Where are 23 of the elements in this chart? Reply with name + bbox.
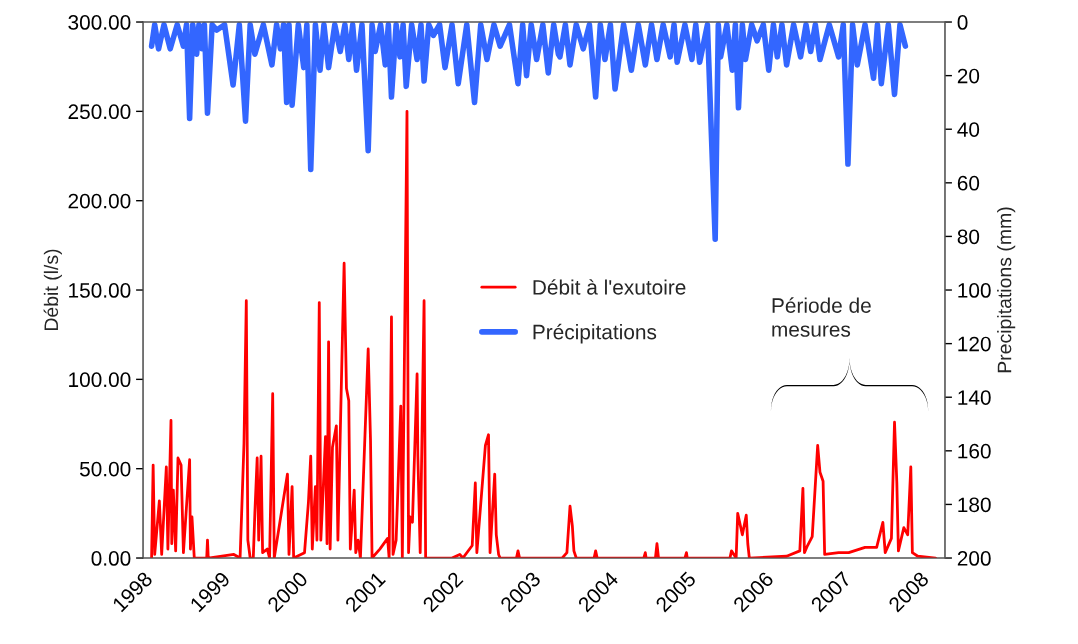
y2-tick-label: 120 [958, 336, 991, 352]
y2-tick-label: 60 [957, 175, 980, 191]
y2-tick-label: 160 [958, 443, 991, 459]
y2-tick-label: 20 [957, 68, 980, 84]
y-tick-label: 300.00 [68, 15, 131, 30]
y-tick-label: 250.00 [68, 104, 131, 120]
y-tick-label: 100.00 [69, 372, 131, 388]
y-tick-label: 200.00 [68, 193, 131, 209]
y-tick-label: 150.00 [69, 283, 131, 298]
y2-tick-label: 180 [958, 497, 991, 513]
annotation: Période de mesures [772, 297, 871, 337]
y-tick-label: 0.00 [91, 551, 131, 566]
y2-tick-label: 100 [958, 283, 991, 298]
y2-tick-label: 40 [957, 122, 980, 137]
y2-tick-label: 0 [957, 15, 968, 30]
y-tick-label: 50.00 [79, 461, 131, 477]
y2-tick-label: 80 [957, 229, 980, 245]
y2-tick-label: 200 [957, 551, 991, 566]
y-axis-title: Débit (l/s) [43, 249, 62, 331]
legend-label: Débit à l'exutoire [533, 279, 686, 295]
legend-label: Précipitations [533, 323, 657, 344]
y2-axis-title: Precipitations (mm) [997, 207, 1016, 373]
y2-tick-label: 140 [958, 390, 991, 405]
